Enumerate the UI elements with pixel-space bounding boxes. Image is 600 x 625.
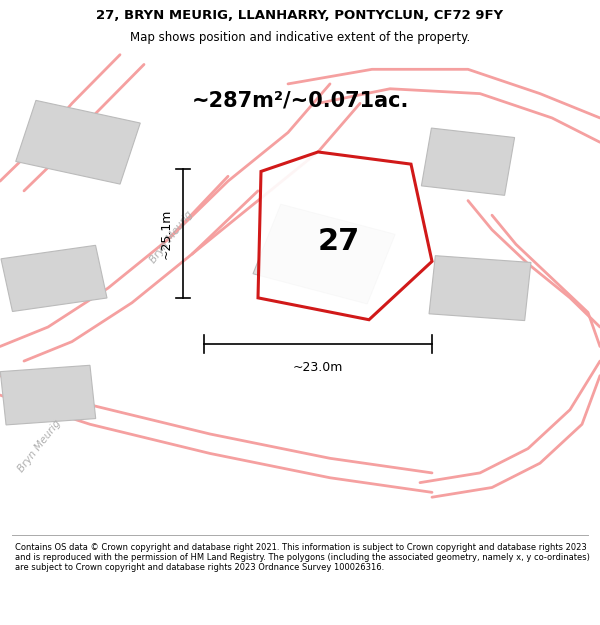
Polygon shape xyxy=(429,256,531,321)
Text: ~287m²/~0.071ac.: ~287m²/~0.071ac. xyxy=(191,91,409,111)
Text: 27, BRYN MEURIG, LLANHARRY, PONTYCLUN, CF72 9FY: 27, BRYN MEURIG, LLANHARRY, PONTYCLUN, C… xyxy=(97,9,503,22)
Polygon shape xyxy=(258,152,432,320)
Text: Bryn Meurig: Bryn Meurig xyxy=(16,418,62,474)
Text: ~25.1m: ~25.1m xyxy=(159,208,172,259)
Polygon shape xyxy=(421,128,515,196)
Text: 27: 27 xyxy=(318,228,360,256)
Polygon shape xyxy=(253,204,395,304)
Polygon shape xyxy=(0,365,96,425)
Text: Map shows position and indicative extent of the property.: Map shows position and indicative extent… xyxy=(130,31,470,44)
Text: ~23.0m: ~23.0m xyxy=(293,361,343,374)
Text: Contains OS data © Crown copyright and database right 2021. This information is : Contains OS data © Crown copyright and d… xyxy=(15,542,590,572)
Polygon shape xyxy=(16,101,140,184)
Text: Bryn Meurig: Bryn Meurig xyxy=(148,209,194,265)
Polygon shape xyxy=(1,245,107,311)
